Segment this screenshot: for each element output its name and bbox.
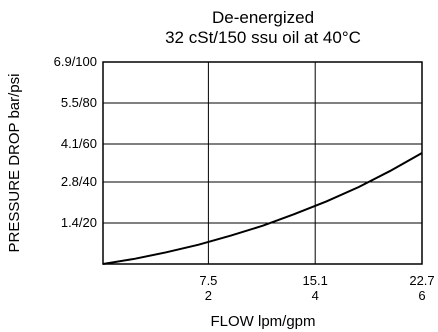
x-axis-label: FLOW lpm/gpm	[210, 313, 315, 330]
x-tick-labels: 7.52 15.14 22.76	[199, 273, 434, 303]
chart-title: De-energized	[212, 8, 314, 27]
y-tick-label: 5.5/80	[61, 95, 97, 110]
y-tick-label: 6.9/100	[54, 54, 97, 69]
series-line	[102, 152, 423, 265]
x-tick-label-secondary: 6	[418, 288, 425, 303]
x-tick-label: 22.7	[409, 273, 434, 288]
x-tick-label-secondary: 4	[312, 288, 319, 303]
plot-frame	[102, 61, 423, 265]
y-tick-label: 1.4/20	[61, 215, 97, 230]
x-tick-label: 15.1	[303, 273, 328, 288]
y-tick-label: 4.1/60	[61, 136, 97, 151]
y-tick-label: 2.8/40	[61, 174, 97, 189]
y-tick-labels: 1.4/20 2.8/40 4.1/60 5.5/80 6.9/100	[54, 54, 97, 230]
x-tick-label: 7.5	[199, 273, 217, 288]
chart-subtitle: 32 cSt/150 ssu oil at 40°C	[165, 28, 361, 47]
grid	[103, 61, 423, 264]
x-tick-label-secondary: 2	[205, 288, 212, 303]
y-axis-label: PRESSURE DROP bar/psi	[6, 74, 23, 253]
